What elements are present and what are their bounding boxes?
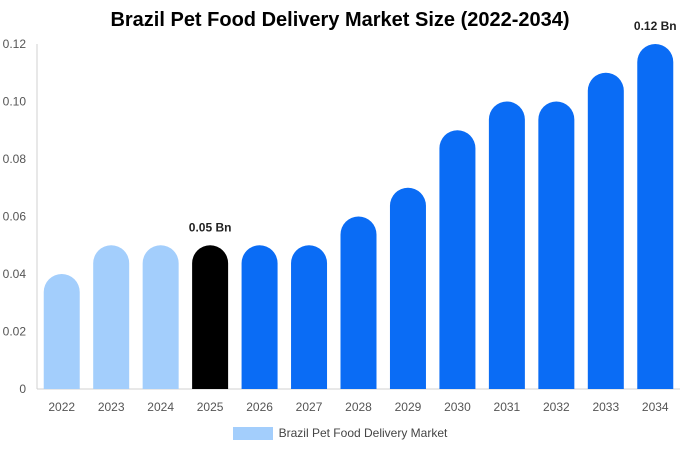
chart-title: Brazil Pet Food Delivery Market Size (20… (110, 9, 570, 31)
bar-2028 (340, 216, 377, 389)
legend-label: Brazil Pet Food Delivery Market (278, 426, 448, 440)
bar-2031 (488, 101, 525, 389)
bar-2033 (587, 72, 624, 389)
bar-2034 (637, 44, 674, 389)
x-tick-label: 2022 (48, 400, 75, 414)
bar-2029 (389, 187, 426, 389)
bar-2027 (291, 245, 328, 389)
legend-swatch (232, 426, 273, 440)
bar-2030 (439, 130, 476, 390)
bar-2025 (192, 245, 229, 389)
x-tick-label: 2033 (592, 400, 619, 414)
data-label-2034: 0.12 Bn (634, 19, 677, 33)
data-label-2025: 0.05 Bn (189, 220, 232, 234)
x-tick-label: 2027 (296, 400, 323, 414)
x-tick-label: 2031 (494, 400, 521, 414)
bar-2026 (241, 245, 278, 389)
bar-2024 (142, 245, 179, 389)
bar-2022 (43, 274, 80, 389)
x-tick-label: 2029 (395, 400, 422, 414)
y-tick-label: 0 (19, 382, 26, 396)
y-tick-label: 0.12 (3, 37, 27, 51)
x-tick-label: 2025 (197, 400, 224, 414)
x-tick-label: 2024 (147, 400, 174, 414)
x-tick-label: 2023 (98, 400, 125, 414)
y-tick-label: 0.10 (3, 95, 27, 109)
x-tick-label: 2028 (345, 400, 372, 414)
y-tick-label: 0.04 (3, 267, 27, 281)
y-tick-label: 0.02 (3, 325, 27, 339)
legend[interactable]: Brazil Pet Food Delivery Market (0, 426, 680, 440)
x-tick-label: 2032 (543, 400, 570, 414)
x-tick-label: 2026 (246, 400, 273, 414)
y-tick-label: 0.06 (3, 210, 27, 224)
x-tick-label: 2034 (642, 400, 669, 414)
y-tick-label: 0.08 (3, 152, 27, 166)
x-tick-label: 2030 (444, 400, 471, 414)
bar-2032 (538, 101, 575, 389)
bar-2023 (93, 245, 130, 389)
